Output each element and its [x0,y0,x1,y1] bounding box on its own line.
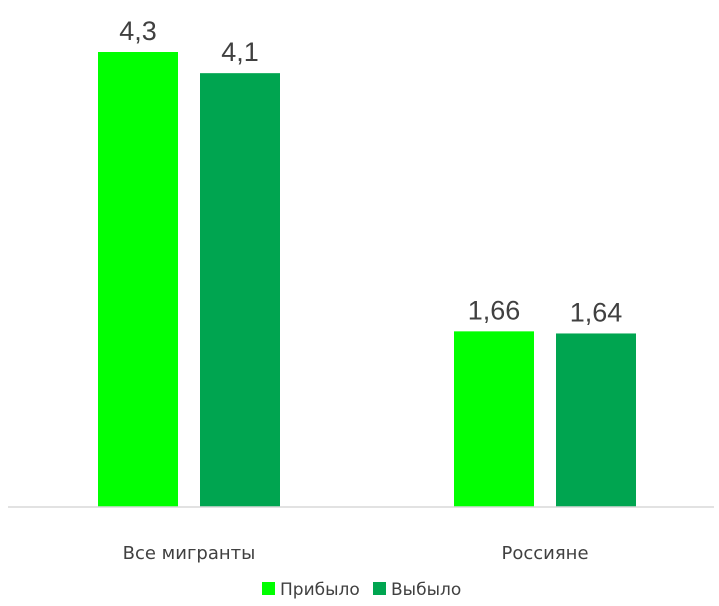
legend-label: Выбыло [391,580,461,600]
bar-departed-0 [200,73,280,508]
category-label: Все мигранты [123,543,256,564]
legend: Прибыло Выбыло [262,580,461,600]
category-labels: Все мигранты Россияне [123,543,589,564]
bars [98,52,636,508]
bar-arrived-1 [454,331,534,507]
data-label: 1,64 [570,297,623,327]
category-label: Россияне [501,543,588,564]
value-labels: 4,3 4,1 1,66 1,64 [119,16,622,327]
legend-swatch [373,582,386,595]
data-label: 1,66 [468,295,521,325]
data-label: 4,1 [221,37,259,67]
bar-departed-1 [556,333,636,507]
legend-swatch [262,582,275,595]
data-label: 4,3 [119,16,157,46]
legend-label: Прибыло [280,580,360,600]
bar-arrived-0 [98,52,178,507]
